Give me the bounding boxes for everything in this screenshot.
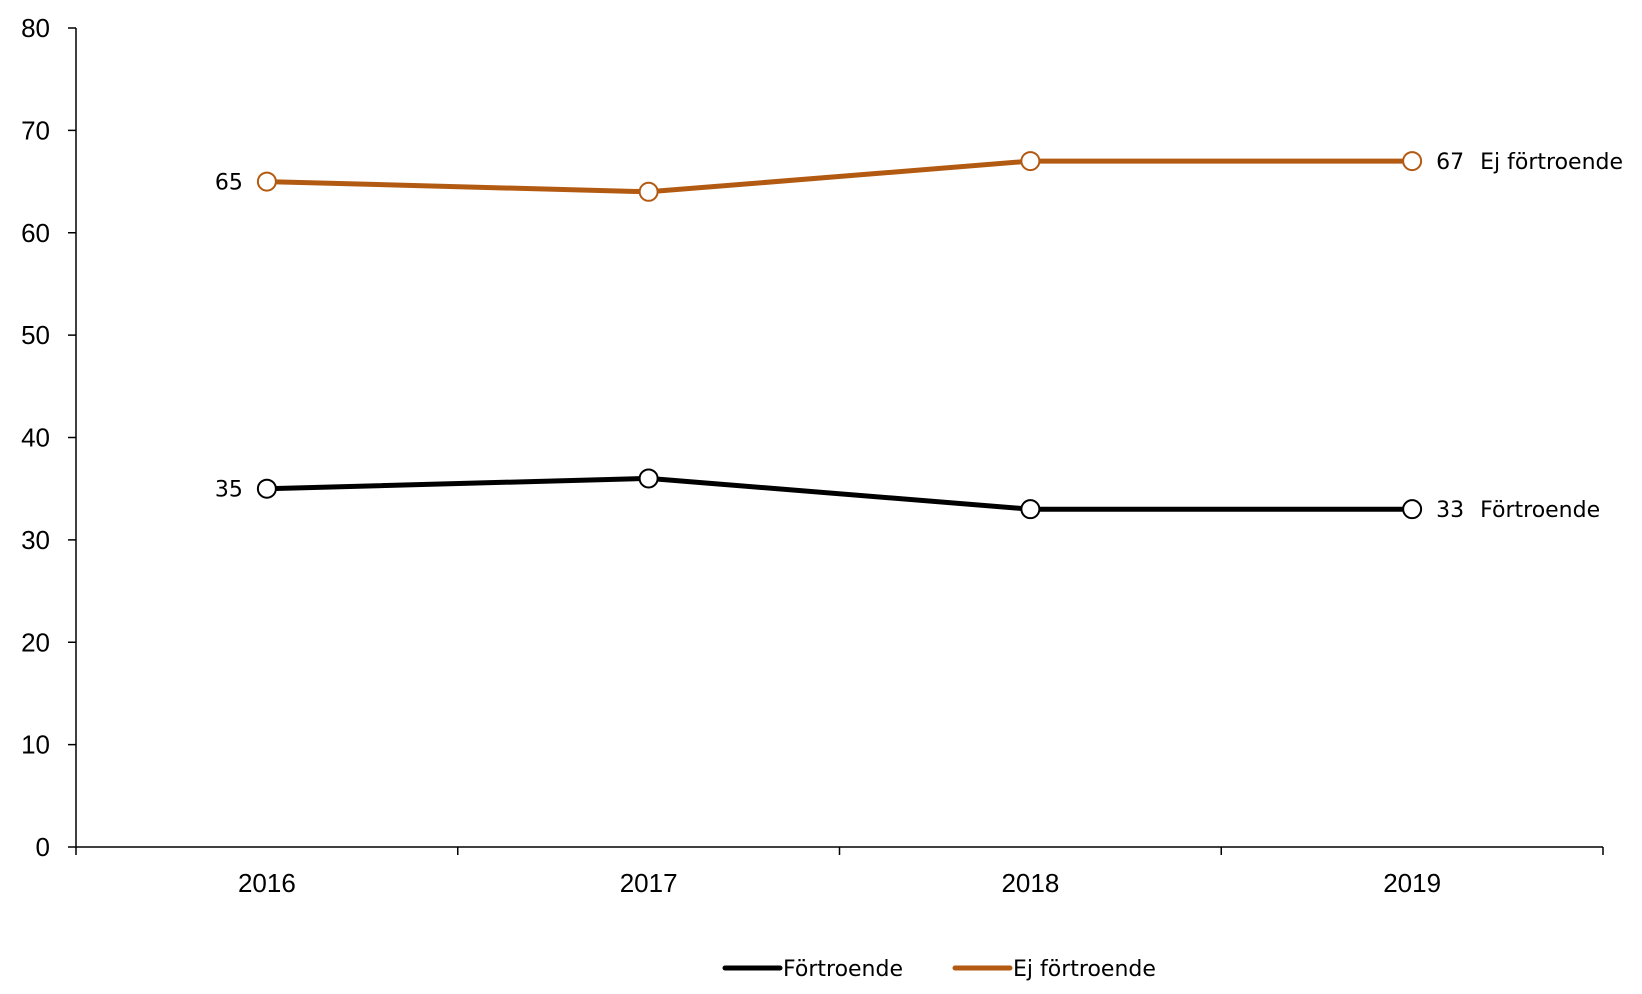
y-tick-label: 60 (21, 218, 50, 248)
data-point (1402, 151, 1423, 172)
data-point (256, 171, 277, 192)
legend-label: Ej förtroende (1013, 957, 1156, 982)
legend: Förtroende Ej förtroende (722, 957, 1156, 982)
series-layer (256, 151, 1423, 520)
y-tick-label: 70 (21, 115, 50, 145)
x-tick-label: 2017 (620, 868, 678, 898)
data-label: 33 (1436, 498, 1464, 523)
data-labels-layer: 35 33 Förtroende 65 67 Ej förtroende (215, 150, 1623, 523)
x-tick-label: 2016 (238, 868, 296, 898)
y-tick-label: 40 (21, 423, 50, 453)
data-point (638, 181, 659, 202)
data-point (1402, 499, 1423, 520)
legend-label: Förtroende (783, 957, 903, 982)
data-label: 67 (1436, 150, 1464, 175)
data-point (256, 478, 277, 499)
data-label: 65 (215, 171, 243, 196)
y-tick-label: 50 (21, 320, 50, 350)
y-tick-label: 0 (36, 832, 50, 862)
data-label: 35 (215, 478, 243, 503)
series-end-label: Förtroende (1480, 498, 1600, 523)
x-tick-label: 2019 (1383, 868, 1441, 898)
data-point (638, 468, 659, 489)
series-line-1 (264, 158, 1415, 195)
y-tick-label: 80 (21, 13, 50, 43)
y-tick-label: 10 (21, 730, 50, 760)
data-point (1020, 499, 1041, 520)
series-line-0 (264, 475, 1415, 512)
axes-layer: 0 10 20 30 40 50 60 70 80 2016 2017 2018 2019 (21, 13, 1604, 898)
series-end-label: Ej förtroende (1480, 150, 1623, 175)
x-tick-label: 2018 (1001, 868, 1059, 898)
y-tick-label: 30 (21, 525, 50, 555)
data-point (1020, 151, 1041, 172)
y-tick-label: 20 (21, 627, 50, 657)
